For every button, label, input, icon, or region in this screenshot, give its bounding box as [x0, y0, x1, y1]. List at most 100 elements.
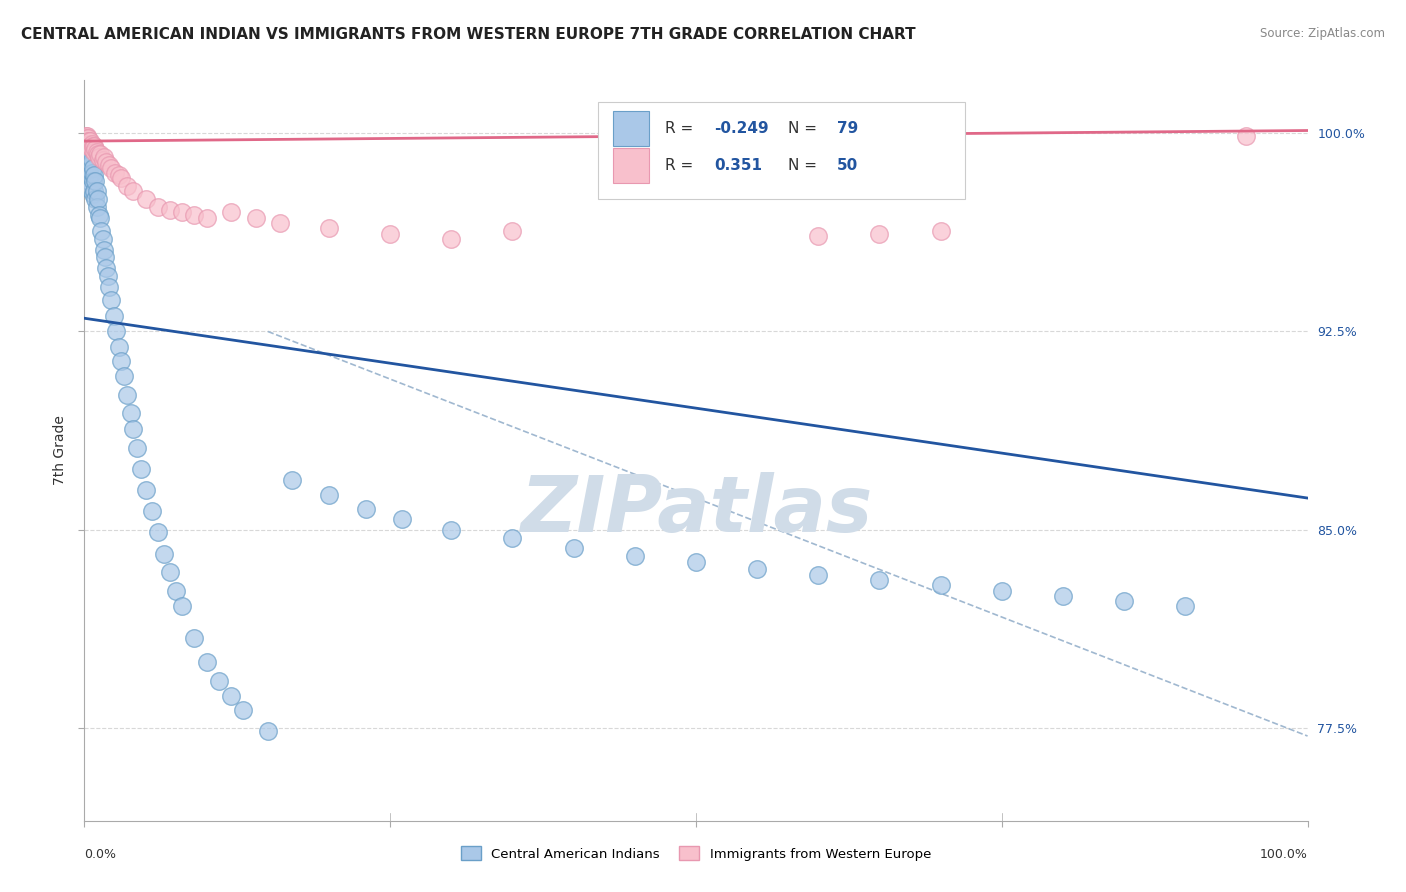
Point	[112, 369, 135, 384]
Point	[77, 142, 100, 156]
Point	[685, 555, 707, 569]
Point	[1052, 589, 1074, 603]
Legend: Central American Indians, Immigrants from Western Europe: Central American Indians, Immigrants fro…	[456, 841, 936, 866]
Text: N =: N =	[787, 158, 821, 173]
Point	[107, 340, 129, 354]
Point	[87, 150, 110, 164]
Point	[172, 205, 194, 219]
Point	[82, 186, 104, 201]
Point	[232, 703, 254, 717]
Point	[120, 407, 142, 421]
Point	[219, 205, 242, 219]
Point	[354, 501, 377, 516]
Point	[79, 145, 101, 159]
Point	[219, 690, 242, 704]
Point	[75, 131, 97, 145]
Point	[135, 192, 157, 206]
Point	[110, 353, 132, 368]
Point	[107, 169, 129, 183]
Text: 0.0%: 0.0%	[84, 848, 117, 862]
Point	[97, 268, 120, 283]
Point	[86, 145, 108, 159]
Point	[562, 541, 585, 556]
Point	[146, 525, 169, 540]
Bar	[613, 148, 650, 183]
Point	[257, 723, 280, 738]
Point	[105, 325, 128, 339]
Point	[80, 142, 103, 156]
Point	[502, 224, 524, 238]
Point	[110, 171, 132, 186]
Point	[79, 169, 101, 183]
Point	[76, 142, 98, 156]
Point	[129, 462, 152, 476]
Point	[440, 232, 463, 246]
Point	[76, 153, 98, 167]
Point	[83, 139, 105, 153]
Point	[75, 145, 97, 159]
Point	[96, 155, 118, 169]
Point	[91, 153, 114, 167]
Point	[84, 174, 107, 188]
Point	[318, 488, 340, 502]
Y-axis label: 7th Grade: 7th Grade	[53, 416, 67, 485]
Point	[807, 229, 830, 244]
Point	[77, 131, 100, 145]
Point	[103, 309, 125, 323]
Point	[87, 208, 110, 222]
Point	[1174, 599, 1197, 614]
Point	[77, 139, 100, 153]
Point	[115, 388, 138, 402]
Point	[747, 562, 769, 576]
Point	[183, 208, 205, 222]
Point	[75, 134, 97, 148]
Point	[77, 158, 100, 172]
Point	[807, 567, 830, 582]
Text: Source: ZipAtlas.com: Source: ZipAtlas.com	[1260, 27, 1385, 40]
Point	[76, 136, 98, 151]
Point	[76, 128, 98, 143]
Text: 79: 79	[837, 121, 858, 136]
Point	[77, 153, 100, 167]
Point	[869, 573, 891, 587]
Point	[440, 523, 463, 537]
Point	[89, 211, 111, 225]
Point	[97, 279, 120, 293]
Point	[141, 504, 163, 518]
Point	[76, 134, 98, 148]
Point	[75, 131, 97, 145]
Text: R =: R =	[665, 121, 699, 136]
Point	[281, 473, 304, 487]
Point	[77, 134, 100, 148]
Point	[79, 134, 101, 148]
Point	[195, 211, 218, 225]
Point	[83, 169, 105, 183]
Point	[153, 547, 176, 561]
Point	[380, 227, 402, 241]
Text: 50: 50	[837, 158, 858, 173]
Point	[125, 441, 148, 455]
Point	[96, 260, 118, 275]
Point	[82, 174, 104, 188]
Point	[80, 136, 103, 151]
Point	[929, 578, 952, 592]
FancyBboxPatch shape	[598, 103, 965, 199]
Point	[172, 599, 194, 614]
Text: 100.0%: 100.0%	[1260, 848, 1308, 862]
Point	[79, 139, 101, 153]
Point	[929, 224, 952, 238]
Text: -0.249: -0.249	[714, 121, 769, 136]
Point	[75, 136, 97, 151]
Point	[94, 251, 117, 265]
Point	[76, 131, 98, 145]
Point	[75, 128, 97, 143]
Text: N =: N =	[787, 121, 821, 136]
Point	[93, 150, 115, 164]
Point	[82, 161, 104, 175]
Point	[77, 134, 100, 148]
Point	[135, 483, 157, 497]
Point	[90, 224, 112, 238]
Point	[77, 150, 100, 164]
Point	[122, 422, 145, 436]
Point	[165, 583, 187, 598]
